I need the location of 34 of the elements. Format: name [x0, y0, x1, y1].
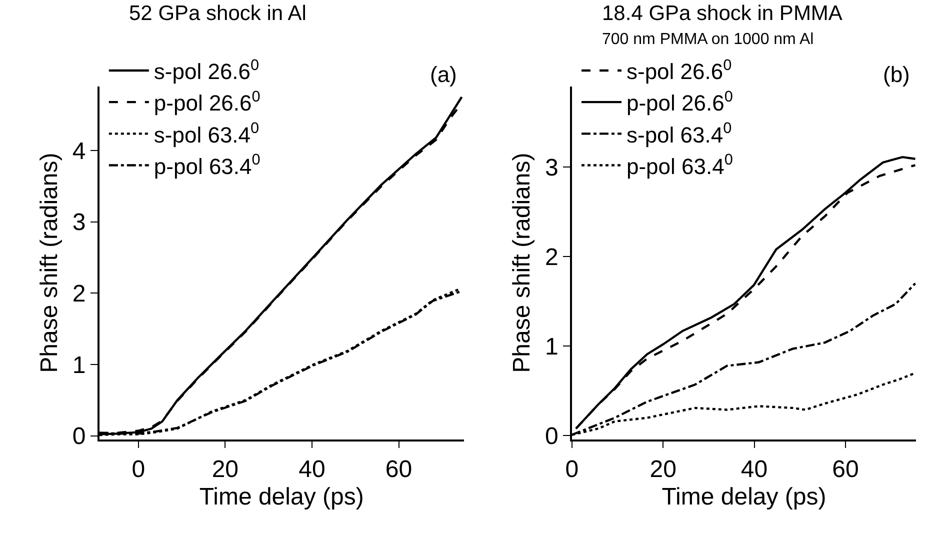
y-tick-label: 2: [72, 280, 86, 308]
x-tick-label: 60: [832, 456, 859, 483]
y-tick-label: 4: [72, 138, 86, 165]
y-axis-title: Phase shift (radians): [36, 152, 63, 373]
legend-label: s-pol 63.4$^{0}$: [626, 120, 732, 148]
x-tick-label: 0: [132, 456, 146, 483]
y-tick-label: 2: [544, 244, 558, 271]
y-tick-label: 3: [72, 209, 86, 236]
legend-label: s-pol 26.6$^{0}$: [626, 56, 732, 84]
x-tick-label: 20: [212, 456, 239, 483]
y-tick-label: 3: [544, 154, 558, 182]
chart-title: 52 GPa shock in Al: [129, 2, 306, 25]
chart-title: 18.4 GPa shock in PMMA: [602, 2, 842, 25]
y-tick-label: 0: [544, 423, 558, 450]
x-tick-label: 40: [298, 456, 326, 483]
y-tick-label: 1: [72, 352, 86, 379]
x-tick-label: 40: [740, 456, 768, 483]
legend-label: s-pol 26.6$^{0}$: [154, 56, 260, 84]
legend-label: p-pol 63.4$^{0}$: [154, 152, 260, 179]
chart-subtitle: 700 nm PMMA on 1000 nm Al: [602, 31, 814, 48]
annotation: (a): [430, 62, 457, 87]
y-axis-title: Phase shift (radians): [508, 152, 536, 373]
annotation: (b): [883, 62, 910, 87]
x-axis-title: Time delay (ps): [662, 484, 826, 511]
x-tick-label: 0: [565, 456, 579, 483]
x-tick-label: 60: [385, 456, 412, 483]
legend-label: s-pol 63.4$^{0}$: [154, 120, 260, 148]
legend-label: p-pol 26.6$^{0}$: [154, 88, 260, 116]
legend-label: p-pol 26.6$^{0}$: [626, 88, 733, 116]
y-tick-label: 0: [72, 423, 86, 450]
legend-label: p-pol 63.4$^{0}$: [626, 152, 733, 179]
y-tick-label: 1: [544, 334, 558, 361]
x-tick-label: 20: [650, 456, 676, 483]
x-axis-title: Time delay (ps): [199, 484, 364, 511]
